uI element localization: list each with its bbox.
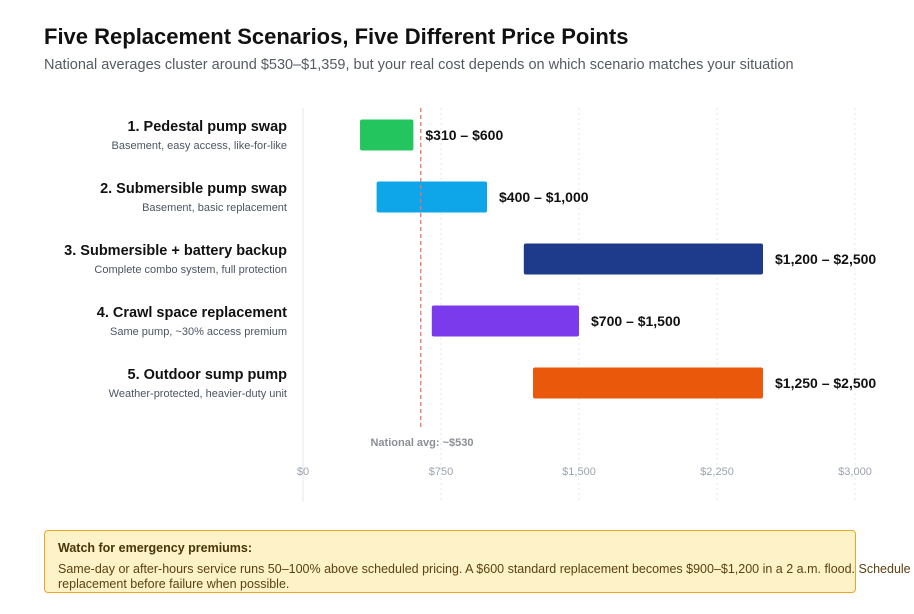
range-bar <box>360 119 414 151</box>
range-bar-chart: $0 $750 $1,500 $2,250 $3,000 1. Pedestal pump… <box>64 108 876 502</box>
row-subtitle: Complete combo system, full protection <box>94 264 287 276</box>
row-subtitle: Basement, easy access, like-for-like <box>112 140 287 152</box>
x-tick-label: $2,250 <box>700 466 734 478</box>
bar-value-label: $310 – $600 <box>425 127 503 143</box>
range-bar <box>533 367 763 399</box>
row-title: 5. Outdoor sump pump <box>128 367 288 383</box>
row-title: 1. Pedestal pump swap <box>127 119 287 135</box>
row-subtitle: Same pump, ~30% access premium <box>110 326 287 338</box>
chart-subtitle: National averages cluster around $530–$1… <box>44 57 794 73</box>
callout-text: Same-day or after-hours service runs 50–… <box>58 562 911 591</box>
national-average-label: National avg: ~$530 <box>370 437 473 449</box>
x-tick-label: $0 <box>297 466 309 478</box>
bar-value-label: $1,200 – $2,500 <box>775 251 876 267</box>
range-bar <box>376 181 487 213</box>
emergency-premium-callout: Watch for emergency premiums: Same-day o… <box>44 530 911 593</box>
bar-value-label: $700 – $1,500 <box>591 313 681 329</box>
row-title: 2. Submersible pump swap <box>100 181 287 197</box>
bar-value-label: $400 – $1,000 <box>499 189 589 205</box>
row-subtitle: Basement, basic replacement <box>142 202 287 214</box>
range-bar <box>523 243 763 275</box>
chart-title: Five Replacement Scenarios, Five Differe… <box>44 24 629 49</box>
callout-title: Watch for emergency premiums: <box>58 541 253 555</box>
range-bar <box>431 305 579 337</box>
bar-value-label: $1,250 – $2,500 <box>775 375 876 391</box>
row-title: 3. Submersible + battery backup <box>64 243 287 259</box>
x-tick-label: $750 <box>429 466 453 478</box>
row-title: 4. Crawl space replacement <box>97 305 287 321</box>
row-subtitle: Weather-protected, heavier-duty unit <box>109 388 287 400</box>
x-tick-label: $3,000 <box>838 466 872 478</box>
x-tick-label: $1,500 <box>562 466 596 478</box>
